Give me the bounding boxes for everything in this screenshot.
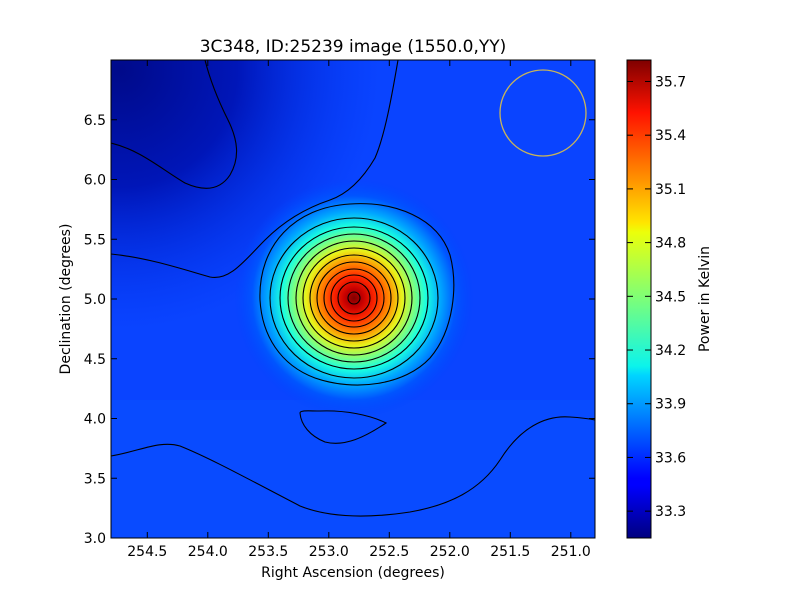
y-tick-label: 5.0 xyxy=(84,292,106,308)
y-tick-label: 4.0 xyxy=(84,412,106,428)
colorbar-tick-label: 33.3 xyxy=(655,504,686,520)
x-tick-label: 252.5 xyxy=(369,544,409,560)
x-tick-label: 253.5 xyxy=(248,544,288,560)
colorbar-tick-label: 35.4 xyxy=(655,128,686,144)
colorbar-tick-label: 34.2 xyxy=(655,343,686,359)
x-tick-label: 251.0 xyxy=(551,544,591,560)
x-axis-label: Right Ascension (degrees) xyxy=(261,565,445,581)
contour-dip xyxy=(299,410,388,444)
contour-source-ring xyxy=(269,217,439,379)
y-tick-label: 6.0 xyxy=(84,173,106,189)
contour-source-ring xyxy=(302,247,406,349)
colorbar-tick-label: 33.9 xyxy=(655,397,686,413)
contour-lower xyxy=(111,416,595,517)
colorbar-tick-label: 33.6 xyxy=(655,450,686,466)
contour-source-ring xyxy=(279,226,429,370)
x-tick-label: 254.5 xyxy=(127,544,167,560)
colorbar-tick-label: 35.7 xyxy=(655,74,686,90)
source-marker xyxy=(347,291,361,305)
colorbar-ticks: 33.3 33.6 33.9 34.2 34.5 34.8 35.1 35.4 35.7 xyxy=(627,74,686,520)
colorbar-tick-label: 34.5 xyxy=(655,289,686,305)
contour-source-ring xyxy=(323,268,385,328)
y-tick-label: 6.5 xyxy=(84,113,106,129)
y-tick-label: 3.0 xyxy=(84,531,106,547)
colorbar-tick-label: 35.1 xyxy=(655,182,686,198)
x-tick-label: 251.5 xyxy=(490,544,530,560)
plot-area: 254.5 254.0 253.5 253.0 252.5 252.0 251.5 251.0… xyxy=(84,59,596,560)
contour-source-ring xyxy=(295,240,413,356)
contour-source-ring xyxy=(287,233,421,363)
contour-source-ring xyxy=(309,254,399,342)
x-tick-label: 252.0 xyxy=(430,544,470,560)
y-tick-label: 4.5 xyxy=(84,352,106,368)
colorbar-tick-label: 34.8 xyxy=(655,236,686,252)
contour-source-ring xyxy=(330,274,378,322)
colorbar-label: Power in Kelvin xyxy=(697,246,713,352)
beam-circle xyxy=(499,69,587,157)
y-axis-ticks: 3.0 3.5 4.0 4.5 5.0 5.5 6.0 6.5 xyxy=(84,113,595,547)
y-tick-label: 5.5 xyxy=(84,232,106,248)
x-tick-label: 254.0 xyxy=(188,544,228,560)
contour-source-outer xyxy=(259,203,455,386)
colorbar: 33.3 33.6 33.9 34.2 34.5 34.8 35.1 35.4 35.7 Pow… xyxy=(626,59,713,539)
contour-upper xyxy=(111,60,399,278)
colorbar-gradient xyxy=(626,59,652,539)
source-emission xyxy=(234,178,474,418)
contour-lines xyxy=(111,60,595,517)
y-axis-label: Declination (degrees) xyxy=(58,224,74,375)
x-axis-ticks: 254.5 254.0 253.5 253.0 252.5 252.0 251.5 251.0 xyxy=(127,60,591,560)
contour-dark-region xyxy=(111,60,238,189)
chart-title: 3C348, ID:25239 image (1550.0,YY) xyxy=(200,37,507,57)
contour-source-ring xyxy=(316,261,392,335)
x-tick-label: 253.0 xyxy=(309,544,349,560)
y-tick-label: 3.5 xyxy=(84,471,106,487)
contour-source-ring xyxy=(337,281,371,315)
